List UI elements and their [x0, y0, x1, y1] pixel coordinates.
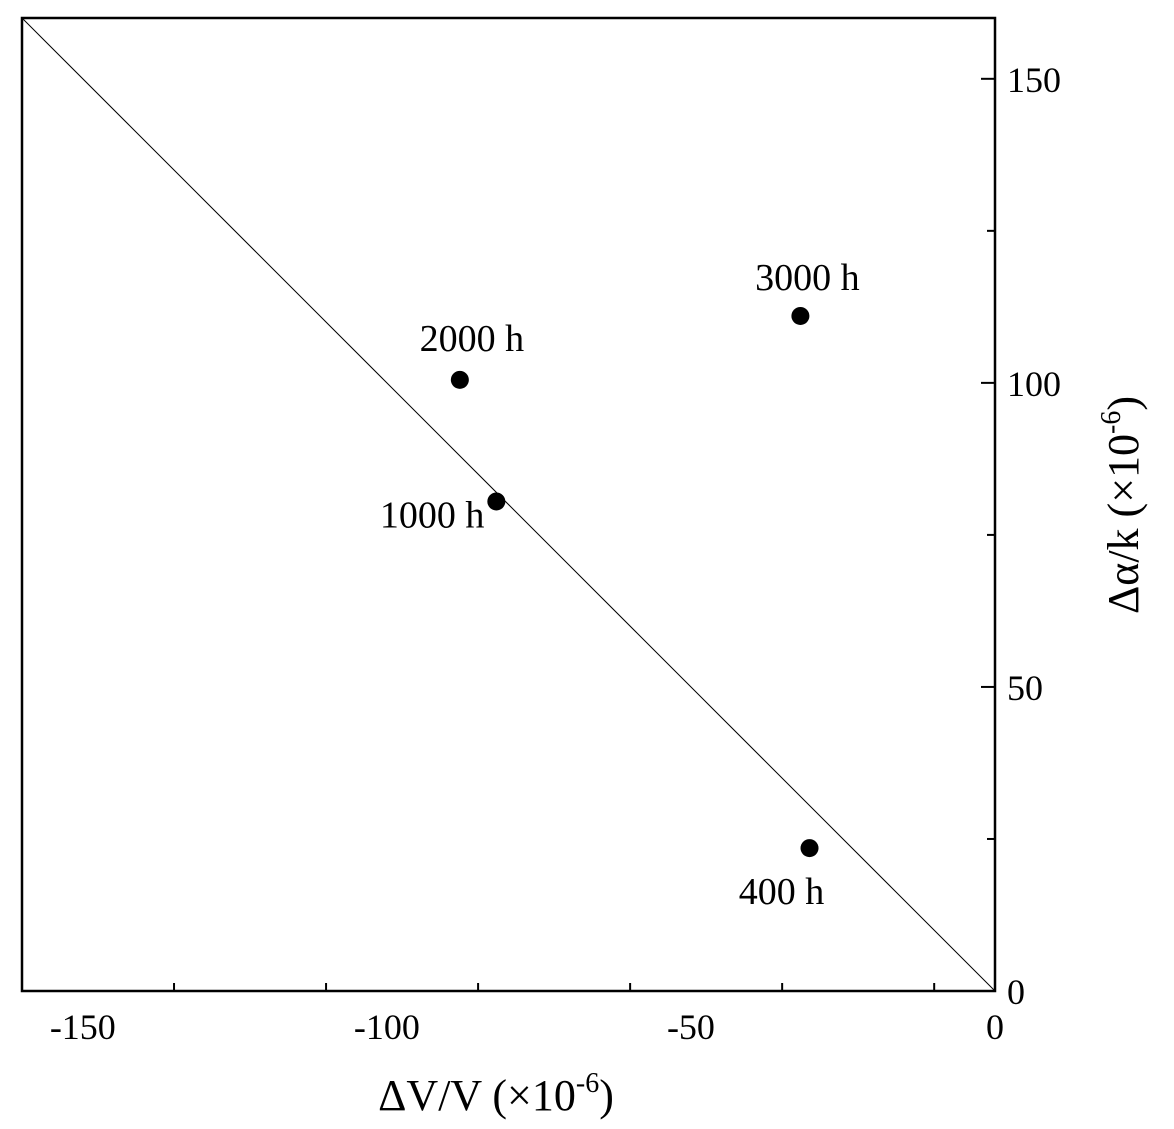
x-axis-ticks: -150 -100 -50 0 — [21, 983, 1004, 1047]
data-point — [791, 306, 810, 325]
data-point — [487, 492, 506, 511]
x-tick-label: -50 — [667, 1007, 715, 1047]
x-tick-label: 0 — [986, 1007, 1004, 1047]
y-tick-label: 50 — [1007, 668, 1043, 708]
data-point-label: 400 h — [739, 871, 825, 913]
data-point-label: 1000 h — [380, 494, 485, 536]
x-tick-label: -150 — [50, 1007, 116, 1047]
axes-frame — [20, 16, 997, 993]
x-tick-label: -100 — [354, 1007, 420, 1047]
y-tick-label: 100 — [1007, 364, 1061, 404]
data-point-label: 3000 h — [755, 257, 860, 299]
plot-frame — [20, 16, 997, 993]
y-axis-label: Δα/k (×10-6) — [1096, 396, 1148, 614]
data-point — [800, 839, 819, 858]
x-axis-label: ΔV/V (×10-6) — [378, 1068, 614, 1120]
reference-line — [21, 17, 996, 992]
data-points: 400 h 1000 h 2000 h 3000 h — [380, 257, 860, 913]
data-point — [450, 370, 469, 389]
data-point-label: 2000 h — [420, 318, 525, 360]
y-tick-label: 150 — [1007, 60, 1061, 100]
y-tick-label: 0 — [1007, 972, 1025, 1012]
y-axis-ticks: 0 50 100 150 — [981, 60, 1061, 1012]
reference-line-layer — [21, 17, 996, 992]
